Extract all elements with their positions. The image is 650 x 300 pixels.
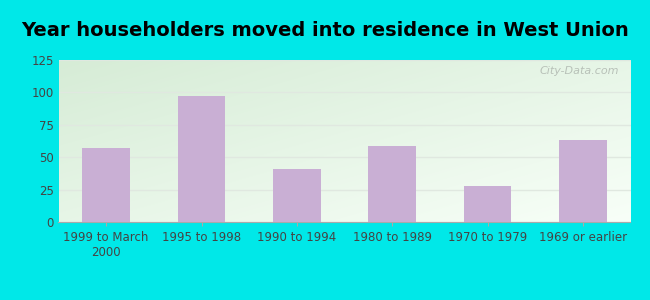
Bar bbox=[559, 140, 606, 222]
Bar bbox=[273, 169, 320, 222]
Bar bbox=[83, 148, 130, 222]
Text: City-Data.com: City-Data.com bbox=[540, 67, 619, 76]
Text: Year householders moved into residence in West Union: Year householders moved into residence i… bbox=[21, 21, 629, 40]
Bar bbox=[177, 96, 226, 222]
Bar bbox=[463, 186, 512, 222]
Bar bbox=[369, 146, 416, 222]
